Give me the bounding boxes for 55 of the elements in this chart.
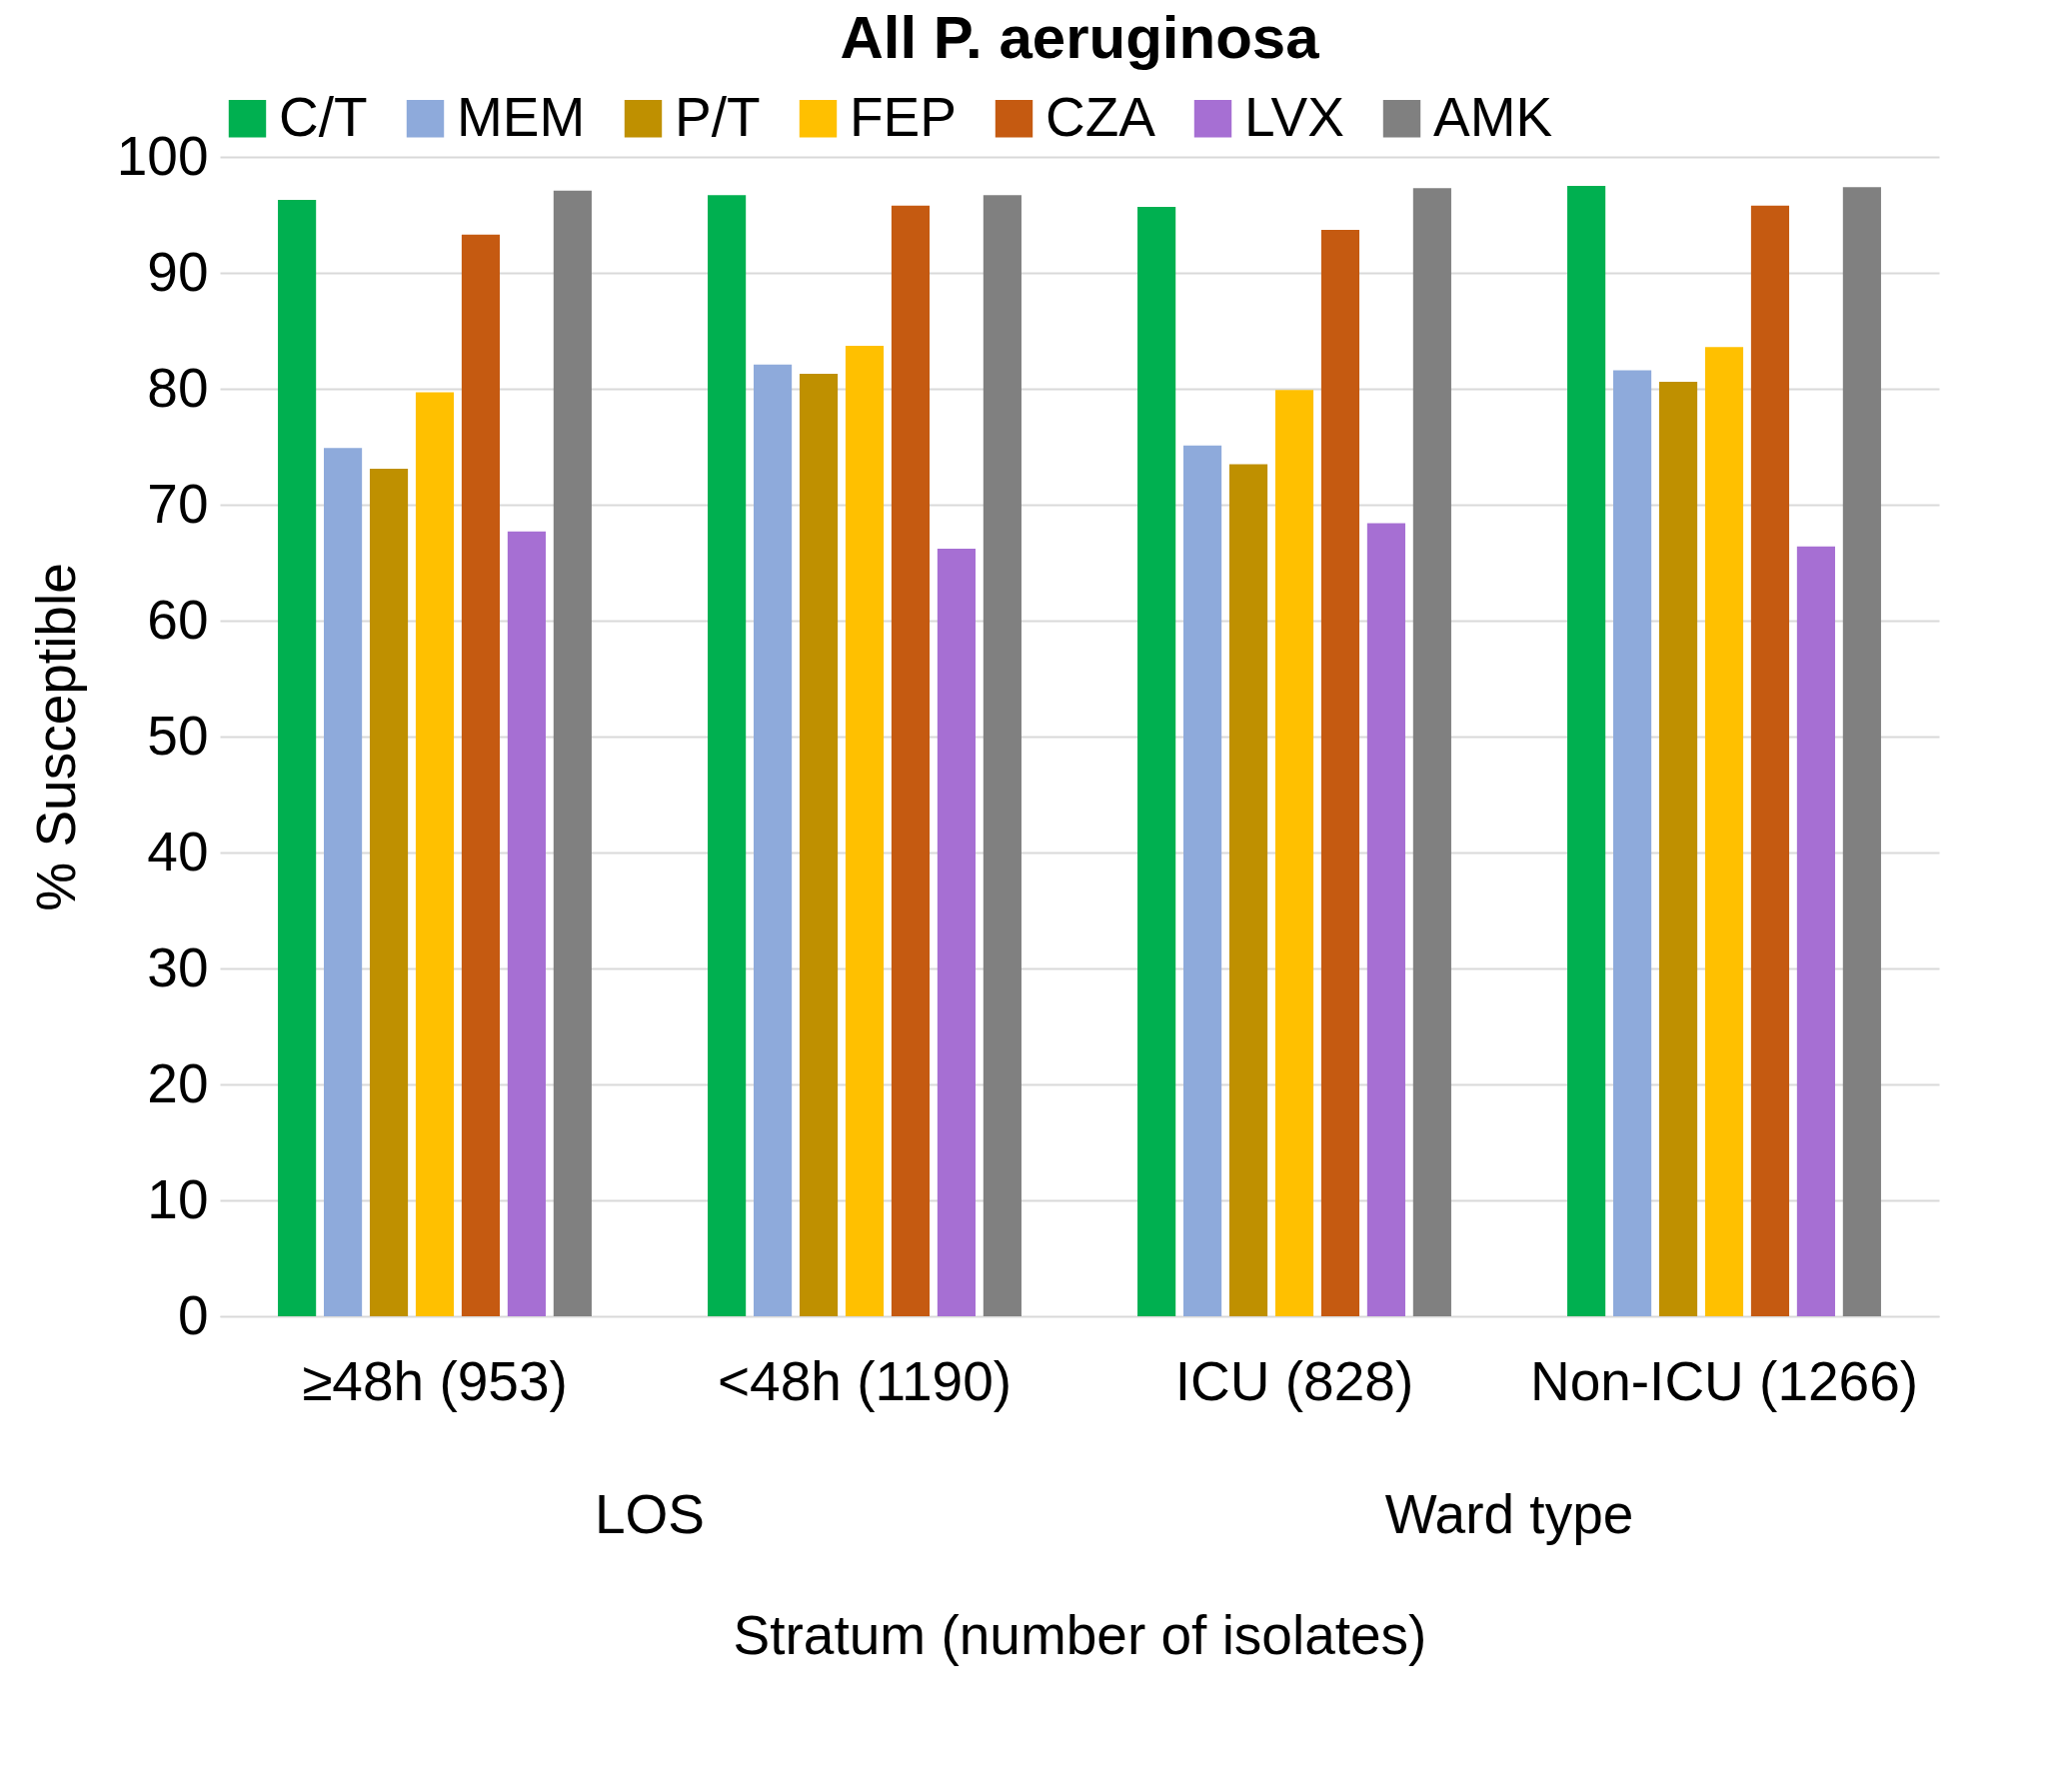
bar	[1750, 205, 1790, 1316]
bar	[1567, 186, 1606, 1316]
text: LOS	[594, 1483, 706, 1545]
bar	[415, 392, 455, 1316]
y-tick-label: 0	[177, 1283, 209, 1346]
y-tick-label: 100	[116, 124, 209, 187]
y-tick-label: 40	[147, 820, 209, 883]
bar	[983, 195, 1022, 1316]
x-tick-label: ≥48h (953)	[302, 1349, 568, 1412]
bar	[1137, 206, 1176, 1316]
bar	[799, 373, 839, 1316]
bar	[891, 205, 931, 1316]
y-tick-label: 70	[147, 472, 209, 535]
legend-label: MEM	[457, 85, 586, 148]
y-tick-label: 80	[147, 356, 209, 419]
y-tick-label: 20	[147, 1051, 209, 1114]
bar	[1183, 445, 1222, 1316]
legend-label: AMK	[1433, 85, 1553, 148]
bar	[754, 364, 793, 1316]
y-tick-label: 60	[147, 588, 209, 651]
bar	[324, 448, 363, 1316]
y-tick-label: 30	[147, 935, 209, 998]
bar	[369, 469, 409, 1316]
legend-label: P/T	[675, 85, 761, 148]
bar	[708, 195, 747, 1316]
bar	[1412, 188, 1451, 1316]
text: Ward type	[1384, 1483, 1634, 1545]
bar	[845, 346, 885, 1316]
bar	[1613, 370, 1652, 1316]
bar	[1366, 523, 1405, 1316]
legend-label: FEP	[850, 85, 957, 148]
bar	[1658, 382, 1698, 1316]
x-tick-label: ICU (828)	[1174, 1349, 1414, 1412]
x-tick-label: <48h (1190)	[717, 1349, 1013, 1412]
y-tick-label: 90	[147, 240, 209, 303]
bar	[461, 234, 501, 1316]
legend-label: LVX	[1244, 85, 1344, 148]
bar	[1320, 230, 1360, 1316]
y-axis-title: % Susceptible	[24, 563, 87, 911]
bar	[1704, 347, 1744, 1316]
bar	[278, 199, 317, 1316]
bar	[937, 549, 976, 1316]
bar	[1228, 464, 1268, 1316]
bar	[1274, 390, 1314, 1316]
chart-title: All P. aeruginosa	[840, 4, 1320, 71]
legend-label: C/T	[279, 85, 368, 148]
bar	[1796, 546, 1835, 1316]
x-axis-title: Stratum (number of isolates)	[733, 1603, 1427, 1666]
bar	[1842, 187, 1881, 1316]
legend-label: CZA	[1045, 85, 1156, 148]
y-tick-label: 10	[147, 1167, 209, 1230]
y-tick-label: 50	[147, 704, 209, 767]
x-tick-label: Non-ICU (1266)	[1529, 1349, 1919, 1412]
bar	[553, 190, 592, 1316]
bar	[507, 531, 546, 1316]
